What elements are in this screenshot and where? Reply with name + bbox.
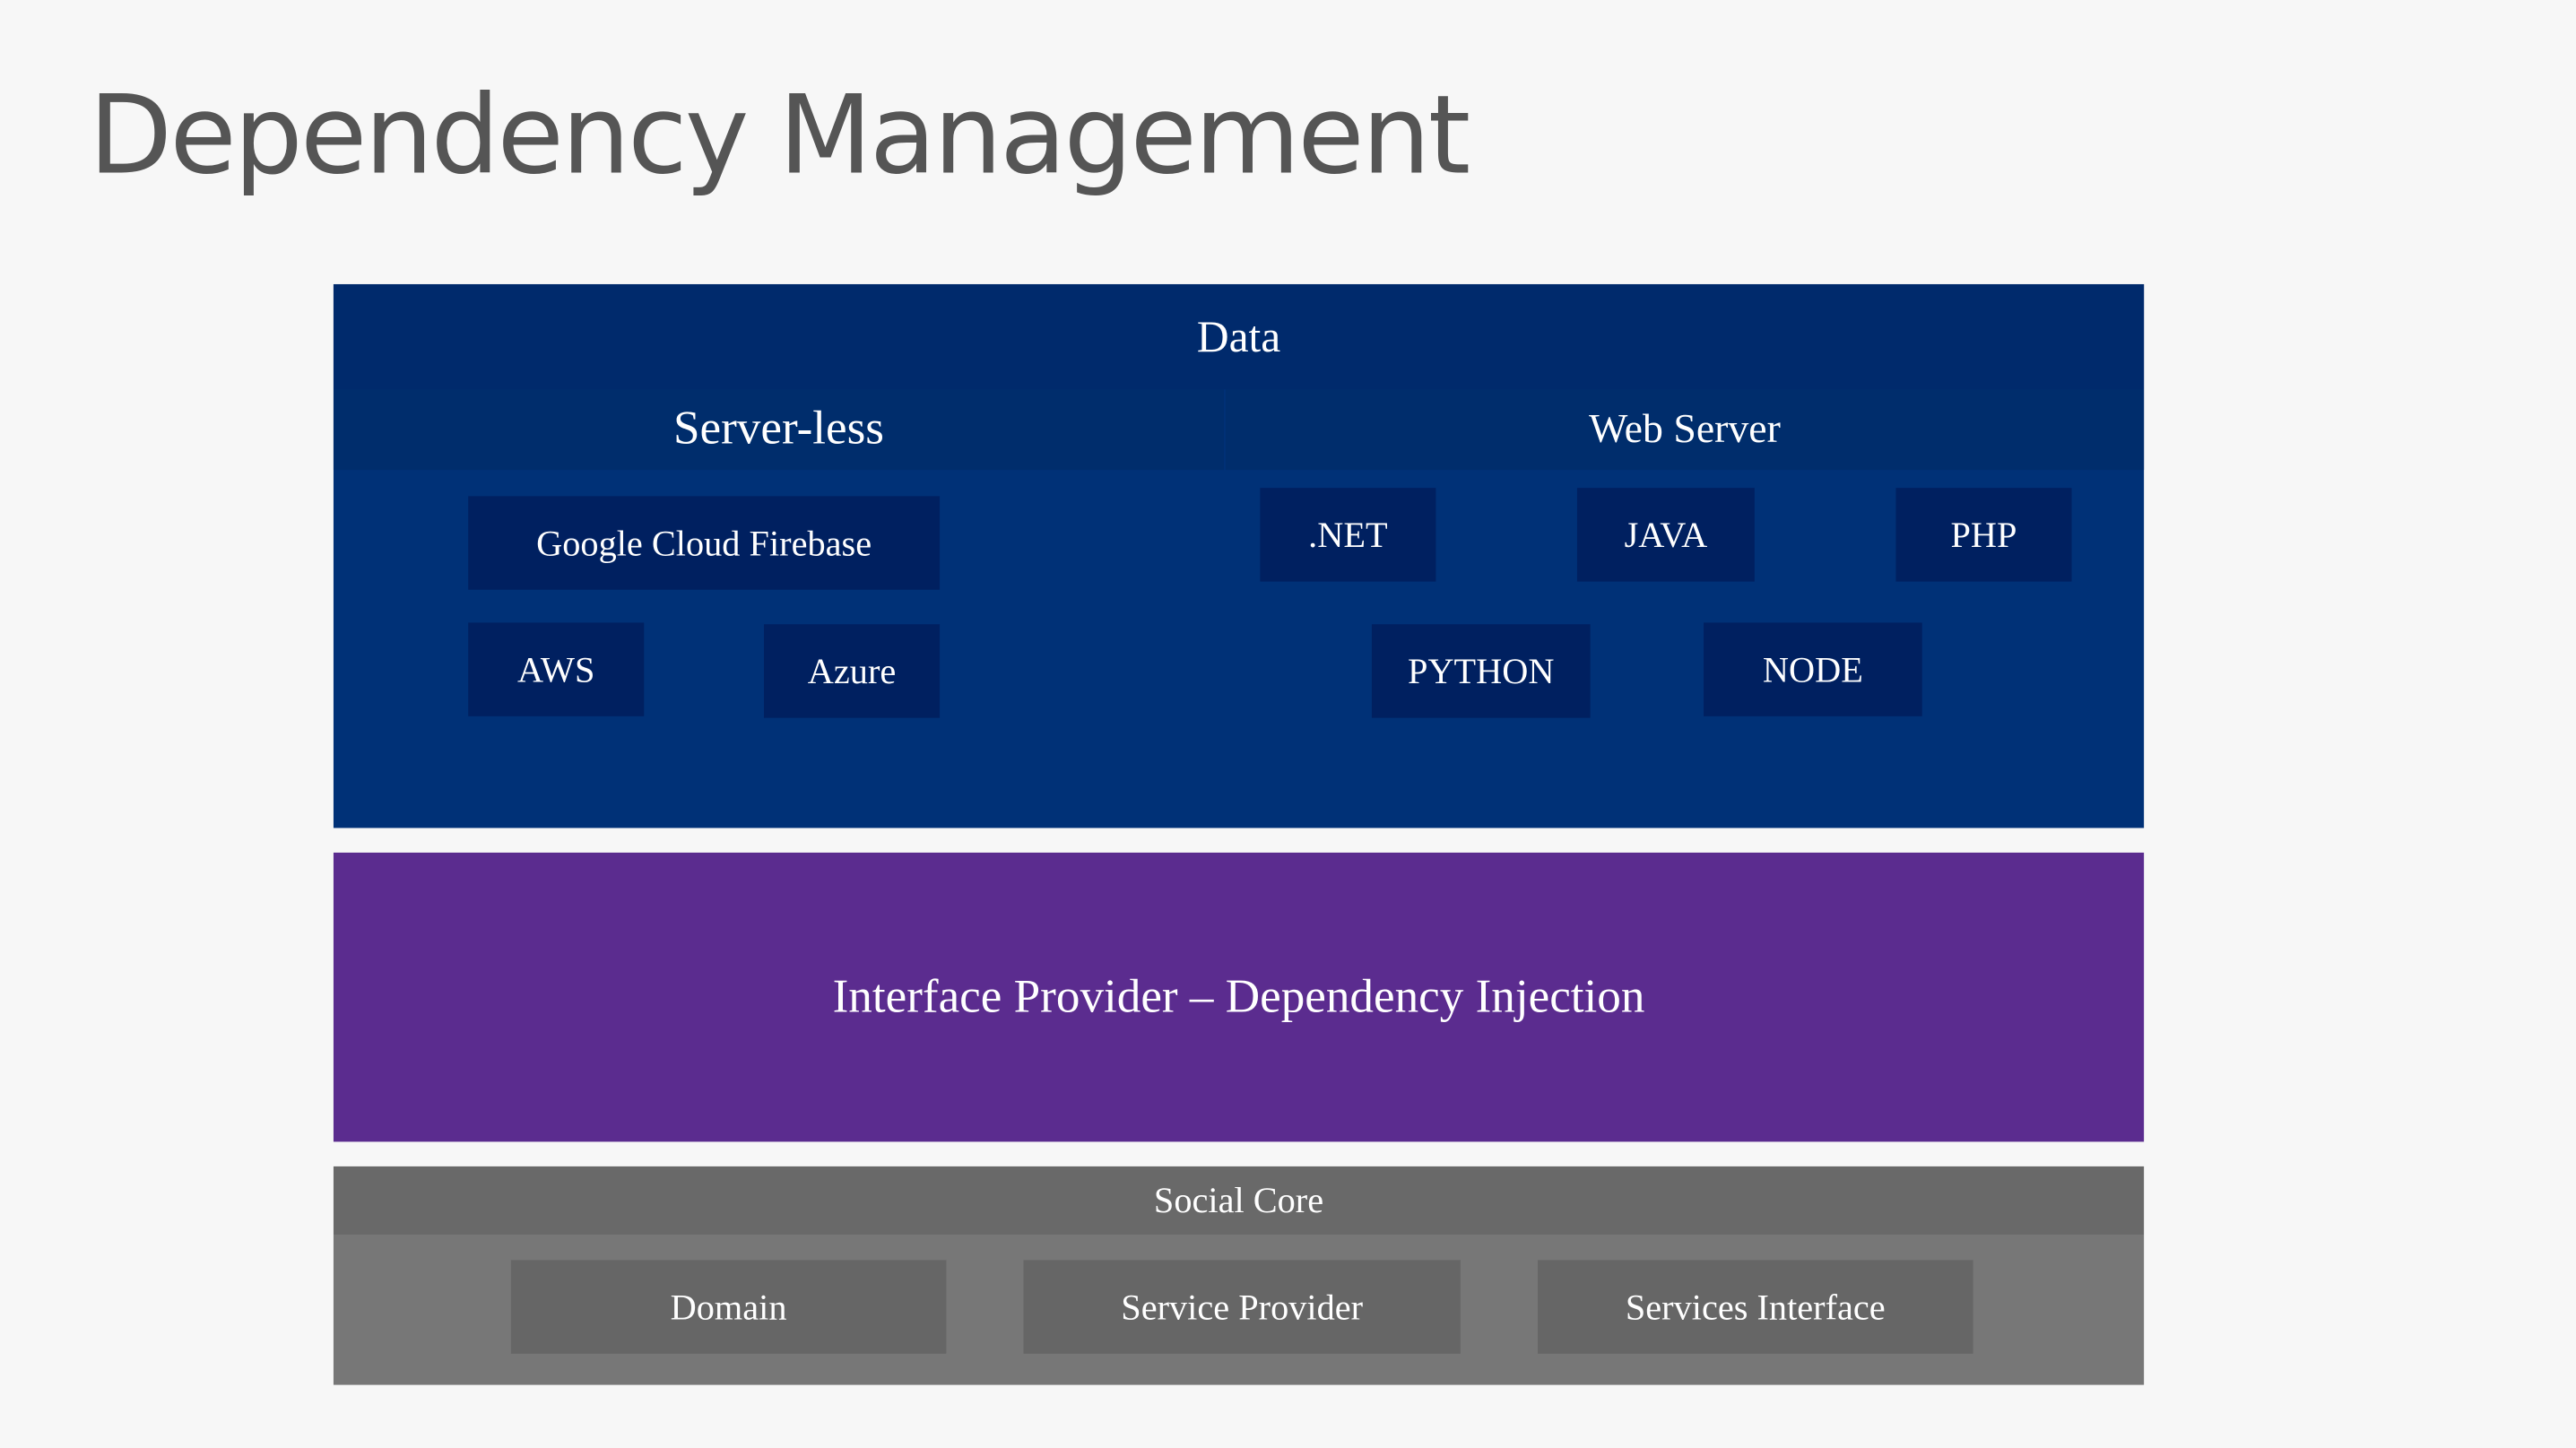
tech-box: Google Cloud Firebase: [468, 496, 941, 590]
tech-box: Azure: [764, 624, 941, 718]
core-box: Service Provider: [1023, 1260, 1461, 1354]
data-header: Data: [333, 283, 2145, 390]
tech-box: PYTHON: [1371, 624, 1591, 718]
tech-box: NODE: [1704, 622, 1922, 716]
tech-box: PHP: [1895, 488, 2072, 582]
tech-box: JAVA: [1576, 488, 1755, 582]
interface-layer: Interface Provider – Dependency Injectio…: [333, 852, 2145, 1142]
slide-title: Dependency Management: [88, 72, 1470, 199]
tech-box: .NET: [1260, 488, 1436, 582]
tech-box: AWS: [468, 622, 645, 716]
core-header: Social Core: [333, 1166, 2145, 1236]
group-header: Web Server: [1225, 389, 2145, 471]
group-header: Server-less: [333, 389, 1225, 471]
core-box: Services Interface: [1538, 1260, 1973, 1354]
core-box: Domain: [510, 1260, 947, 1354]
